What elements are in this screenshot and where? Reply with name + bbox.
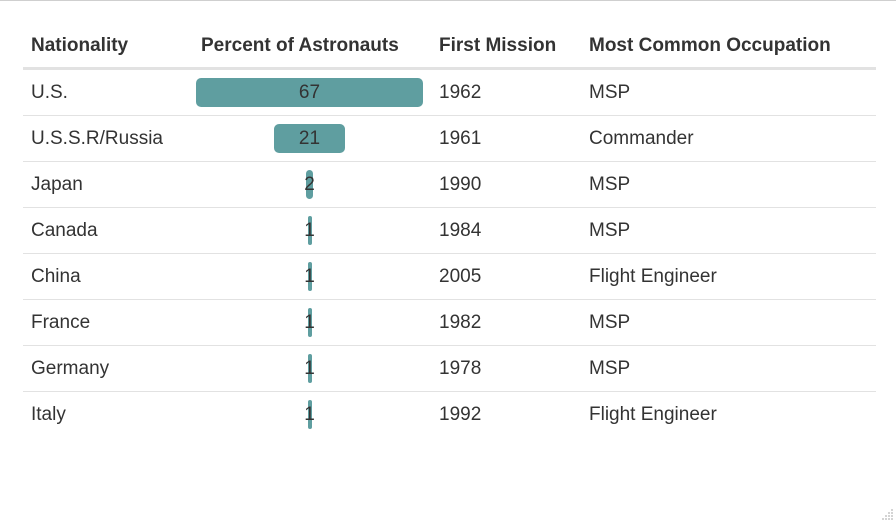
percent-bar bbox=[307, 262, 312, 291]
percent-bar bbox=[307, 216, 312, 245]
cell-nationality: U.S.S.R/Russia bbox=[31, 127, 163, 149]
cell-first-mission: 1962 bbox=[439, 81, 482, 103]
cell-nationality: Canada bbox=[31, 219, 98, 241]
percent-label: 21 bbox=[298, 127, 321, 149]
table-row: France 1 1982 MSP bbox=[23, 300, 876, 346]
cell-nationality: Germany bbox=[31, 357, 110, 379]
cell-occupation: MSP bbox=[589, 81, 631, 103]
table-row: Germany 1 1978 MSP bbox=[23, 346, 876, 392]
cell-nationality: China bbox=[31, 265, 81, 287]
table-header-row: Nationality Percent of Astronauts First … bbox=[23, 24, 876, 70]
percent-bar bbox=[307, 308, 312, 337]
cell-occupation: Flight Engineer bbox=[589, 265, 717, 287]
percent-label: 1 bbox=[304, 219, 315, 241]
percent-bar bbox=[196, 78, 423, 107]
percent-label: 2 bbox=[304, 173, 315, 195]
table-row: Japan 2 1990 MSP bbox=[23, 162, 876, 208]
percent-label: 1 bbox=[304, 311, 315, 333]
header-occupation[interactable]: Most Common Occupation bbox=[589, 34, 831, 56]
cell-percent: 2 bbox=[193, 162, 439, 207]
table-row: U.S. 67 1962 MSP bbox=[23, 70, 876, 116]
cell-percent: 1 bbox=[193, 300, 439, 345]
percent-bar bbox=[306, 170, 313, 199]
resize-handle-icon[interactable] bbox=[882, 508, 894, 520]
percent-bar bbox=[307, 400, 312, 429]
cell-occupation: Commander bbox=[589, 127, 694, 149]
table-body: U.S. 67 1962 MSP U.S.S.R/Russia 21 1961 Command… bbox=[23, 70, 876, 437]
cell-occupation: MSP bbox=[589, 311, 631, 333]
cell-nationality: France bbox=[31, 311, 91, 333]
table-row: U.S.S.R/Russia 21 1961 Commander bbox=[23, 116, 876, 162]
astronauts-table: Nationality Percent of Astronauts First … bbox=[23, 24, 876, 437]
cell-first-mission: 1978 bbox=[439, 357, 482, 379]
header-nationality[interactable]: Nationality bbox=[31, 34, 129, 56]
percent-label: 1 bbox=[304, 265, 315, 287]
cell-first-mission: 1990 bbox=[439, 173, 482, 195]
cell-nationality: Italy bbox=[31, 403, 66, 425]
table-row: Canada 1 1984 MSP bbox=[23, 208, 876, 254]
percent-bar bbox=[273, 124, 346, 153]
percent-label: 1 bbox=[304, 357, 315, 379]
cell-percent: 21 bbox=[193, 116, 439, 161]
cell-percent: 1 bbox=[193, 346, 439, 391]
cell-percent: 67 bbox=[193, 70, 439, 115]
cell-occupation: MSP bbox=[589, 219, 631, 241]
cell-percent: 1 bbox=[193, 208, 439, 253]
cell-percent: 1 bbox=[193, 254, 439, 299]
cell-occupation: Flight Engineer bbox=[589, 403, 717, 425]
table-row: Italy 1 1992 Flight Engineer bbox=[23, 392, 876, 437]
percent-label: 1 bbox=[304, 403, 315, 425]
cell-first-mission: 1992 bbox=[439, 403, 482, 425]
table-row: China 1 2005 Flight Engineer bbox=[23, 254, 876, 300]
cell-percent: 1 bbox=[193, 392, 439, 437]
cell-nationality: Japan bbox=[31, 173, 83, 195]
cell-first-mission: 2005 bbox=[439, 265, 482, 287]
cell-occupation: MSP bbox=[589, 357, 631, 379]
cell-first-mission: 1961 bbox=[439, 127, 482, 149]
top-divider bbox=[0, 0, 896, 1]
cell-first-mission: 1984 bbox=[439, 219, 482, 241]
header-percent[interactable]: Percent of Astronauts bbox=[201, 34, 399, 56]
cell-nationality: U.S. bbox=[31, 81, 68, 103]
percent-label: 67 bbox=[298, 81, 321, 103]
header-first-mission[interactable]: First Mission bbox=[439, 34, 557, 56]
percent-bar bbox=[307, 354, 312, 383]
cell-first-mission: 1982 bbox=[439, 311, 482, 333]
cell-occupation: MSP bbox=[589, 173, 631, 195]
